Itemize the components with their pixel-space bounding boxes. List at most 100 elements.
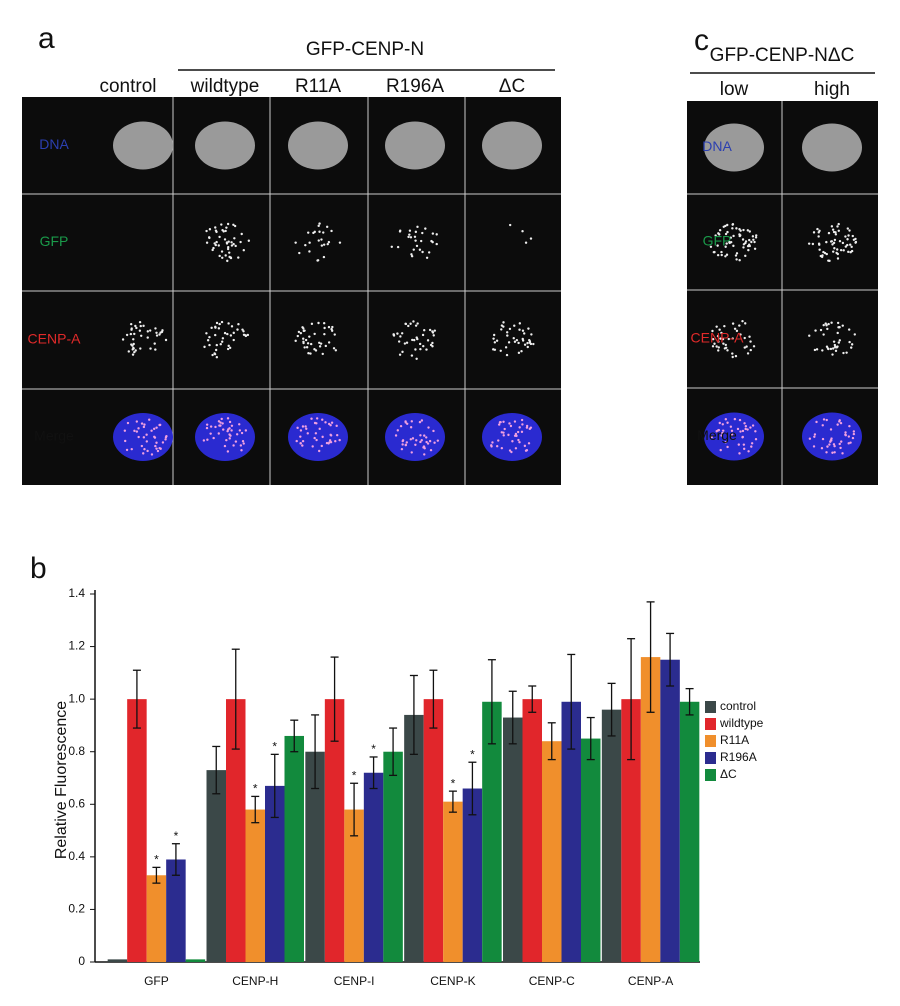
spot: [419, 440, 422, 444]
spot: [505, 353, 509, 357]
spot: [722, 342, 725, 345]
spot: [495, 445, 499, 448]
spot: [138, 329, 142, 332]
spot: [405, 441, 409, 444]
spot: [718, 328, 721, 331]
spot: [844, 245, 848, 248]
spot: [159, 331, 162, 334]
spot: [842, 351, 845, 355]
spot: [401, 443, 404, 446]
spot: [713, 250, 716, 254]
spot: [301, 444, 304, 447]
spot: [161, 329, 164, 332]
spot: [421, 250, 424, 254]
error-bar: [231, 648, 240, 750]
spot: [142, 324, 145, 328]
legend-swatch: [705, 769, 716, 781]
spot: [318, 341, 321, 344]
spot: [848, 424, 851, 428]
spot: [404, 322, 407, 326]
spot: [738, 227, 741, 231]
spot: [234, 244, 237, 248]
spot: [230, 325, 234, 328]
spot: [226, 450, 230, 453]
nucleus-merge: [802, 412, 862, 461]
spot: [230, 241, 233, 244]
spot: [818, 229, 821, 233]
spot: [304, 338, 308, 342]
spot: [840, 440, 843, 443]
spot: [305, 346, 309, 349]
spot: [738, 452, 741, 455]
spot: [818, 248, 821, 251]
nucleus: [113, 121, 173, 170]
spot: [429, 343, 433, 347]
spot: [126, 421, 130, 425]
spot: [742, 228, 745, 232]
spot: [842, 249, 845, 252]
spot: [155, 426, 158, 429]
spot: [422, 445, 426, 449]
spot: [415, 244, 419, 248]
spot: [850, 346, 853, 349]
spot: [821, 349, 824, 352]
nucleus-merge: [195, 413, 255, 461]
spot: [847, 250, 850, 254]
spot: [432, 429, 435, 433]
spot: [223, 331, 227, 335]
spot: [209, 432, 212, 435]
spot: [852, 432, 856, 436]
spot: [229, 334, 233, 337]
spot: [508, 223, 512, 227]
spot: [226, 417, 230, 420]
spot: [224, 229, 227, 233]
spot: [746, 428, 749, 431]
spot: [733, 417, 737, 421]
y-tick-label: 0: [78, 954, 85, 968]
spot: [418, 342, 422, 346]
spot: [205, 241, 209, 244]
error-bar: [270, 753, 279, 819]
spot: [504, 346, 508, 349]
spot: [429, 448, 433, 452]
spot: [421, 231, 424, 235]
error-bar: [487, 659, 496, 745]
spot: [749, 426, 752, 429]
spot: [838, 339, 841, 342]
spot: [720, 434, 723, 437]
spot: [420, 439, 423, 442]
spot: [225, 438, 228, 442]
panel-label: c: [694, 24, 709, 57]
spot: [828, 443, 831, 446]
spot: [743, 346, 746, 349]
spot: [129, 332, 133, 336]
spot: [396, 245, 400, 249]
spot: [502, 321, 505, 324]
spot: [507, 341, 511, 344]
spot: [220, 417, 223, 421]
spot: [323, 332, 326, 336]
spot: [728, 240, 731, 244]
spot: [412, 320, 415, 323]
spot: [226, 222, 230, 226]
spot: [306, 342, 310, 345]
spot: [306, 432, 309, 435]
spot: [714, 234, 717, 237]
spot: [506, 334, 509, 337]
spot: [830, 225, 834, 228]
spot: [500, 328, 503, 331]
spot: [749, 340, 752, 343]
spot: [239, 444, 243, 447]
bar: [482, 701, 502, 962]
spot: [515, 338, 519, 342]
spot: [227, 322, 230, 325]
spot: [827, 231, 831, 235]
spot: [302, 337, 305, 340]
spot: [834, 233, 838, 236]
significance-label: *: [154, 853, 159, 867]
spot: [731, 322, 735, 325]
spot: [854, 237, 857, 241]
spot: [513, 420, 517, 423]
legend-label: R196A: [720, 750, 757, 764]
spot: [230, 244, 234, 247]
